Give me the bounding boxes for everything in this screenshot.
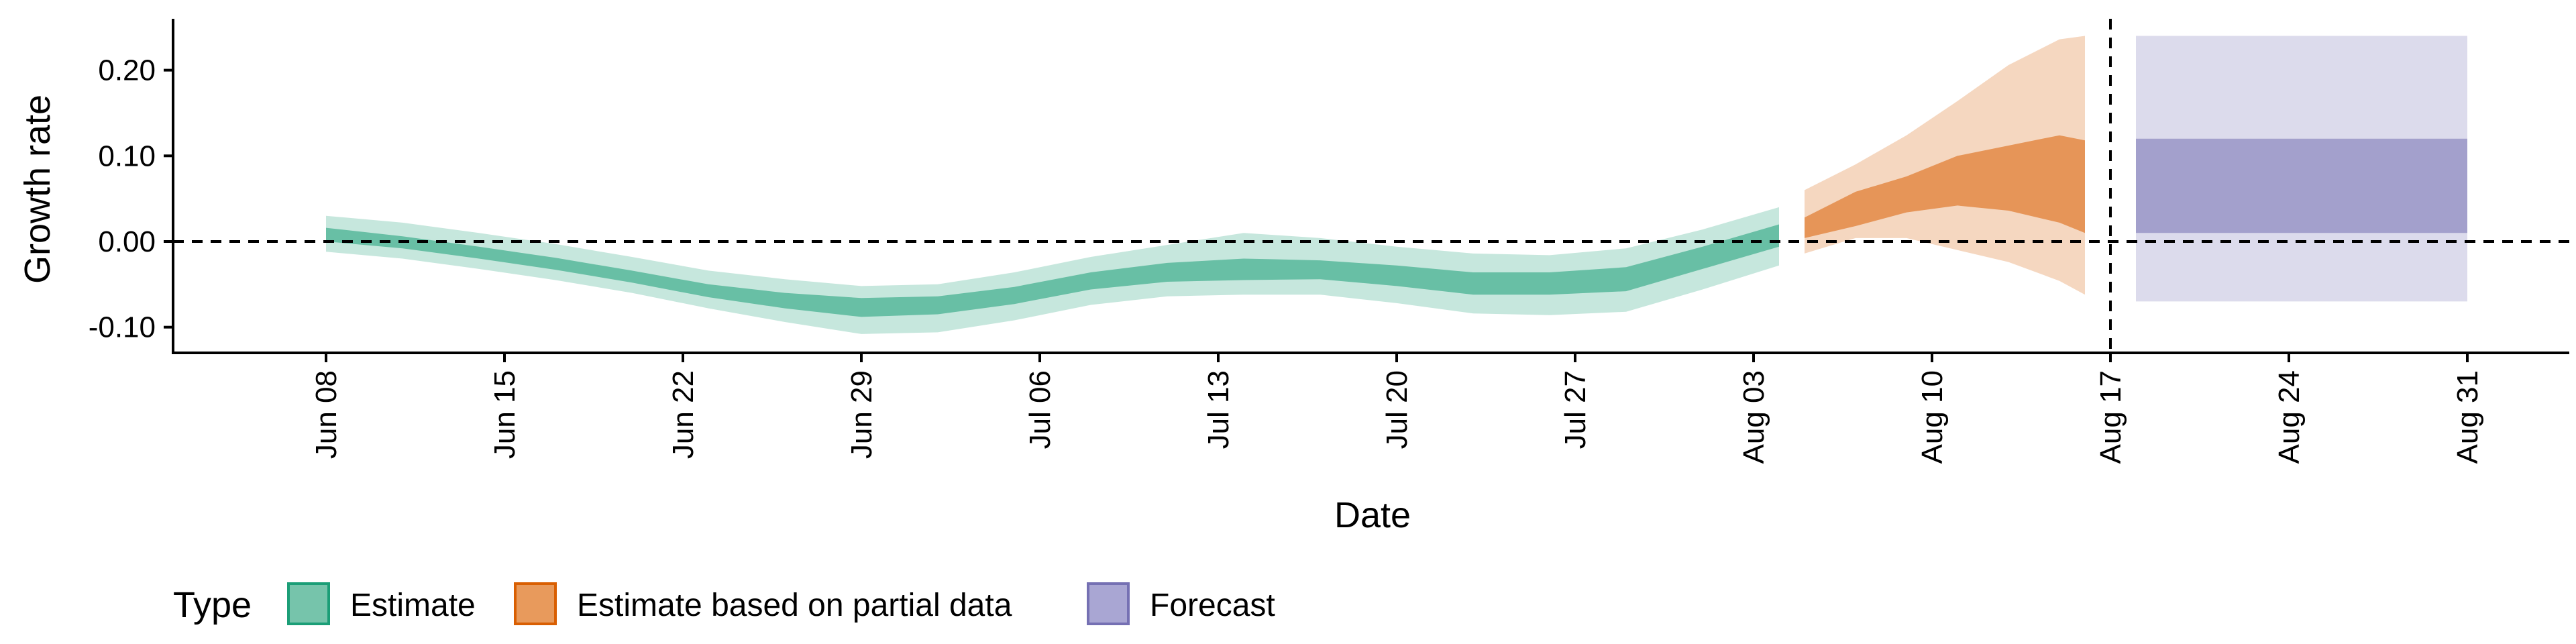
y-tick-label: 0.20 xyxy=(98,54,156,87)
legend-label-forecast: Forecast xyxy=(1150,588,1275,623)
x-tick-label: Aug 24 xyxy=(2273,370,2306,464)
forecast-band-50 xyxy=(2136,138,2467,233)
y-tick-label: -0.10 xyxy=(89,311,156,344)
y-tick-label: 0.10 xyxy=(98,140,156,172)
x-tick-label: Jul 06 xyxy=(1024,370,1057,449)
legend: Type Estimate Estimate based on partial … xyxy=(173,582,1275,625)
x-tick-label: Aug 31 xyxy=(2451,370,2484,464)
x-tick-label: Aug 10 xyxy=(1916,370,1949,464)
legend-swatch-partial xyxy=(514,582,557,625)
legend-swatch-forecast xyxy=(1087,582,1130,625)
x-tick-label: Aug 17 xyxy=(2094,370,2127,464)
estimate-bands xyxy=(326,36,2467,334)
estimate-band-50 xyxy=(326,224,1779,317)
x-axis-title: Date xyxy=(1334,495,1411,535)
legend-label-estimate: Estimate xyxy=(350,588,476,623)
plot-area: -0.100.000.100.20 Jun 08 Jun 15 Jun 22 Jun … xyxy=(89,19,2569,464)
x-tick-label: Aug 03 xyxy=(1737,370,1770,464)
estimate-based-on-partial-data-band-50 xyxy=(1805,135,2085,238)
legend-label-partial: Estimate based on partial data xyxy=(577,588,1012,623)
estimate-band-90 xyxy=(326,207,1779,334)
x-tick-label: Jun 29 xyxy=(845,370,878,459)
x-tick-label: Jun 22 xyxy=(667,370,700,459)
x-axis-ticks: Jun 08 Jun 15 Jun 22 Jun 29 Jul 06 Jul 13 Jul … xyxy=(310,353,2484,464)
x-tick-label: Jun 08 xyxy=(310,370,343,459)
x-tick-label: Jul 27 xyxy=(1559,370,1592,449)
y-axis-title: Growth rate xyxy=(17,95,58,284)
x-tick-label: Jul 13 xyxy=(1202,370,1235,449)
legend-title: Type xyxy=(173,585,252,625)
y-axis-ticks: -0.10 0.00 0.10 0.20 xyxy=(89,54,173,344)
x-tick-label: Jul 20 xyxy=(1381,370,1413,449)
x-tick-label: Jun 15 xyxy=(488,370,521,459)
y-tick-label: 0.00 xyxy=(98,225,156,258)
legend-swatch-estimate xyxy=(287,582,330,625)
